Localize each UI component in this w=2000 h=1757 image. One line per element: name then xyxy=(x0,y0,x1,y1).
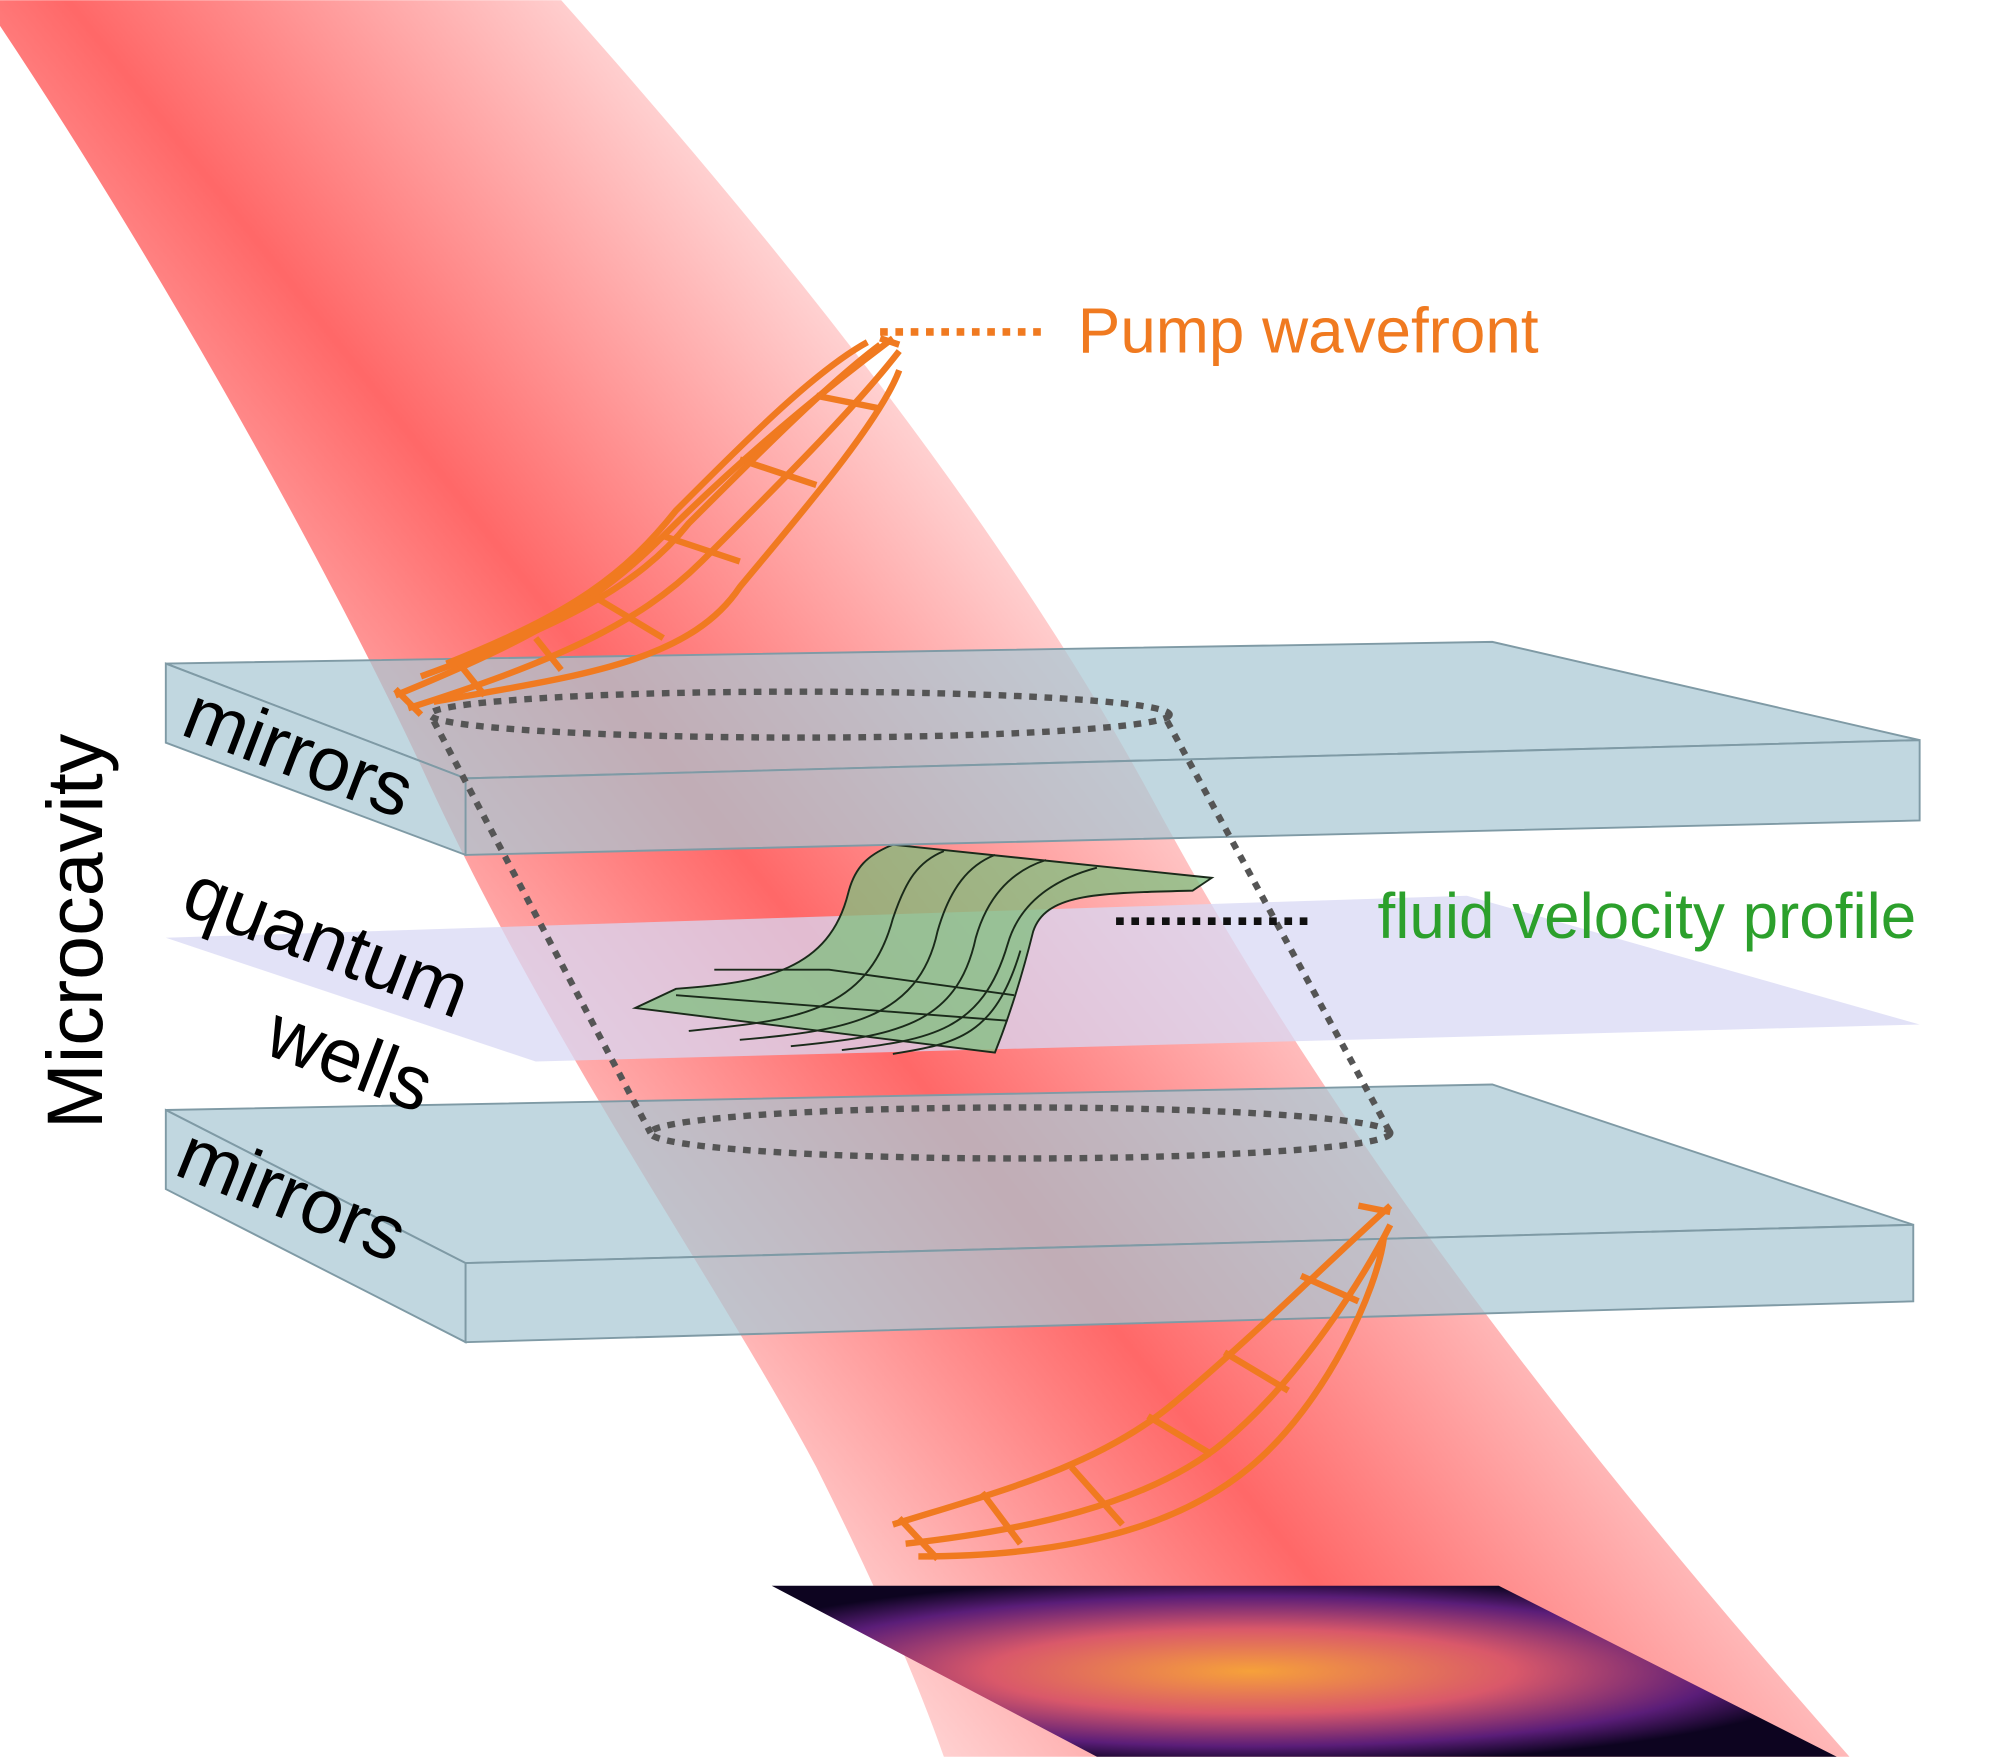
pump-wavefront-bottom xyxy=(891,1202,1394,1562)
bottom-mirror xyxy=(164,1083,1915,1344)
quantum-well-plane xyxy=(165,895,1920,1062)
camera-image xyxy=(771,1585,1837,1757)
pump-wavefront-label: Pump wavefront xyxy=(1078,294,1539,366)
microcavity-label: Microcavity xyxy=(30,733,119,1129)
fluid-velocity-label: fluid velocity profile xyxy=(1378,880,1917,952)
velocity-profile xyxy=(631,843,1215,1055)
top-mirror xyxy=(164,640,1921,857)
pump-wavefront-top xyxy=(393,335,903,717)
dotted-guides xyxy=(426,688,1394,1162)
